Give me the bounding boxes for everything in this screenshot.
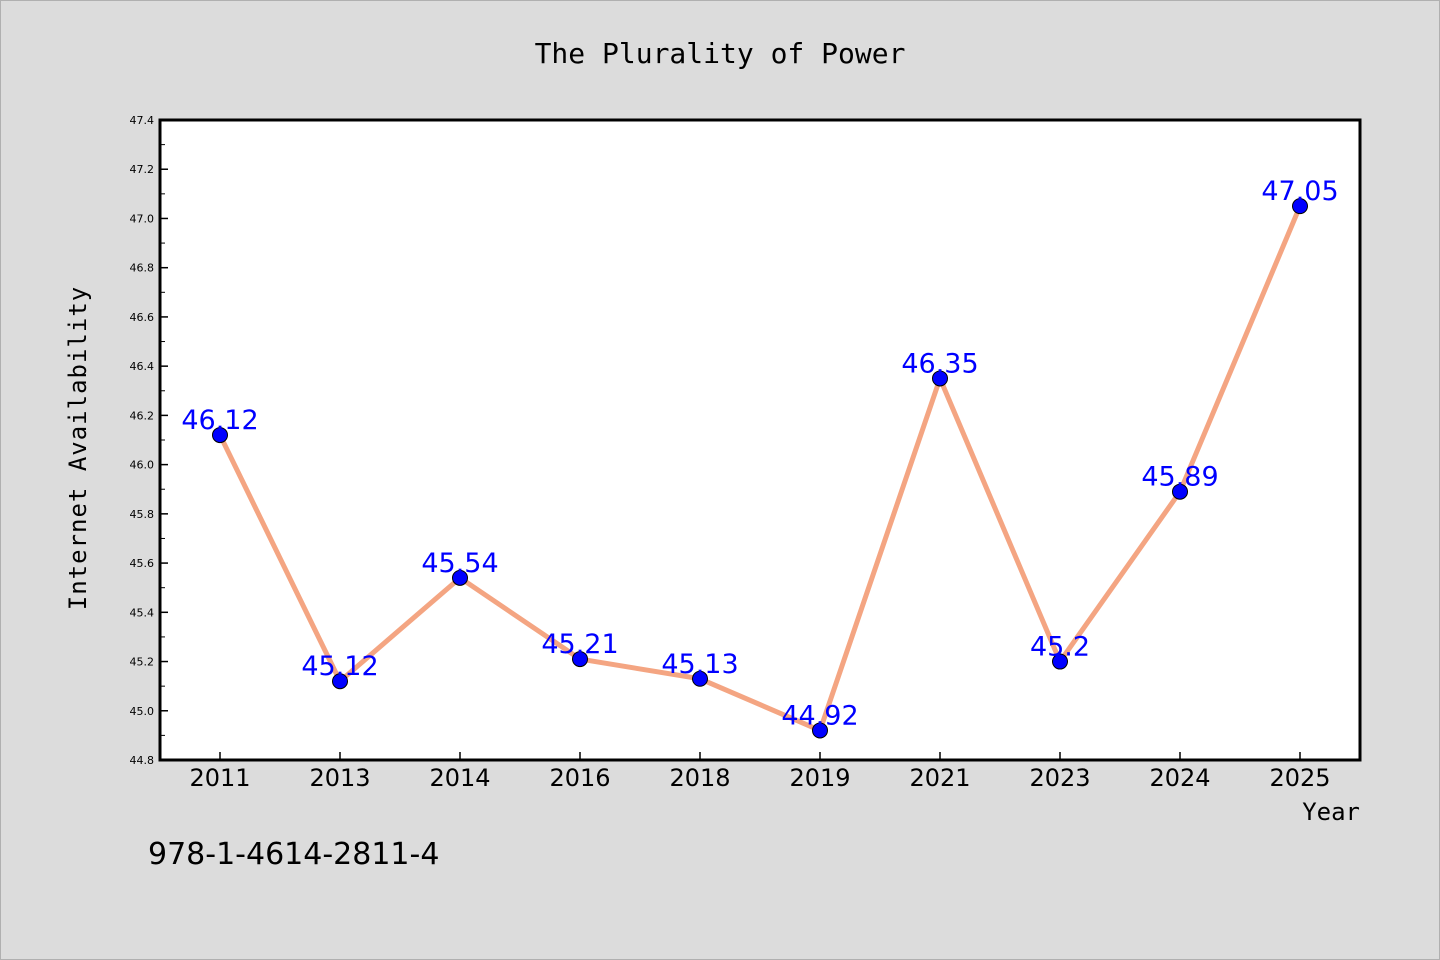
data-label: 45.21 bbox=[541, 629, 618, 660]
x-tick-label: 2021 bbox=[909, 764, 970, 792]
data-point bbox=[332, 673, 348, 690]
data-point bbox=[932, 370, 948, 387]
data-label: 45.13 bbox=[661, 649, 738, 680]
data-point bbox=[1292, 198, 1308, 215]
y-tick-label: 46.6 bbox=[130, 311, 155, 324]
data-label: 44.92 bbox=[781, 700, 858, 731]
x-tick-label: 2023 bbox=[1029, 764, 1090, 792]
y-tick-label: 45.6 bbox=[130, 557, 155, 570]
data-label: 45.89 bbox=[1141, 462, 1218, 493]
y-tick-label: 45.8 bbox=[130, 508, 155, 521]
y-tick-label: 46.4 bbox=[130, 360, 155, 373]
data-point bbox=[692, 670, 708, 687]
y-tick-label: 45.0 bbox=[130, 705, 155, 718]
plot-area bbox=[160, 120, 1360, 760]
data-point bbox=[1172, 483, 1188, 500]
x-tick-label: 2011 bbox=[189, 764, 250, 792]
y-tick-label: 45.2 bbox=[130, 656, 155, 669]
data-point bbox=[212, 427, 228, 444]
y-tick-label: 46.2 bbox=[130, 409, 155, 422]
x-tick-label: 2014 bbox=[429, 764, 490, 792]
y-tick-label: 44.8 bbox=[130, 754, 155, 767]
y-tick-label: 46.0 bbox=[130, 459, 155, 472]
chart-title: The Plurality of Power bbox=[535, 37, 906, 70]
data-label: 46.35 bbox=[901, 348, 978, 379]
data-point bbox=[572, 651, 588, 668]
x-tick-label: 2018 bbox=[669, 764, 730, 792]
data-point bbox=[1052, 653, 1068, 670]
x-tick-label: 2025 bbox=[1269, 764, 1330, 792]
x-tick-label: 2019 bbox=[789, 764, 850, 792]
plot-frame bbox=[158, 118, 1362, 762]
x-axis-label: Year bbox=[1302, 798, 1360, 826]
x-tick-label: 2024 bbox=[1149, 764, 1210, 792]
data-series: 46.12 45.12 45.54 45.21 45.13 44.92 46.35 45.2 4… bbox=[181, 176, 1339, 739]
y-tick-label: 47.0 bbox=[130, 212, 155, 225]
y-tick-label: 46.8 bbox=[130, 262, 155, 275]
x-tick-label: 2016 bbox=[549, 764, 610, 792]
data-point bbox=[812, 722, 828, 739]
series-line bbox=[217, 203, 1303, 733]
y-tick-label: 45.4 bbox=[130, 606, 155, 619]
data-label: 45.2 bbox=[1030, 632, 1090, 663]
data-label: 47.05 bbox=[1261, 176, 1338, 207]
y-tick-label: 47.2 bbox=[130, 163, 155, 176]
data-label: 45.12 bbox=[301, 651, 378, 682]
y-axis-label: Internet Availability bbox=[64, 286, 92, 610]
data-point bbox=[452, 569, 468, 586]
data-label: 45.54 bbox=[421, 548, 498, 579]
x-tick-label: 2013 bbox=[309, 764, 370, 792]
y-tick-label: 47.4 bbox=[130, 114, 155, 127]
data-label: 46.12 bbox=[181, 405, 258, 436]
footer-code: 978-1-4614-2811-4 bbox=[148, 837, 439, 872]
x-axis: 2011 2013 2014 2016 2018 2019 2021 2023 2024 2025 bbox=[189, 752, 1331, 792]
